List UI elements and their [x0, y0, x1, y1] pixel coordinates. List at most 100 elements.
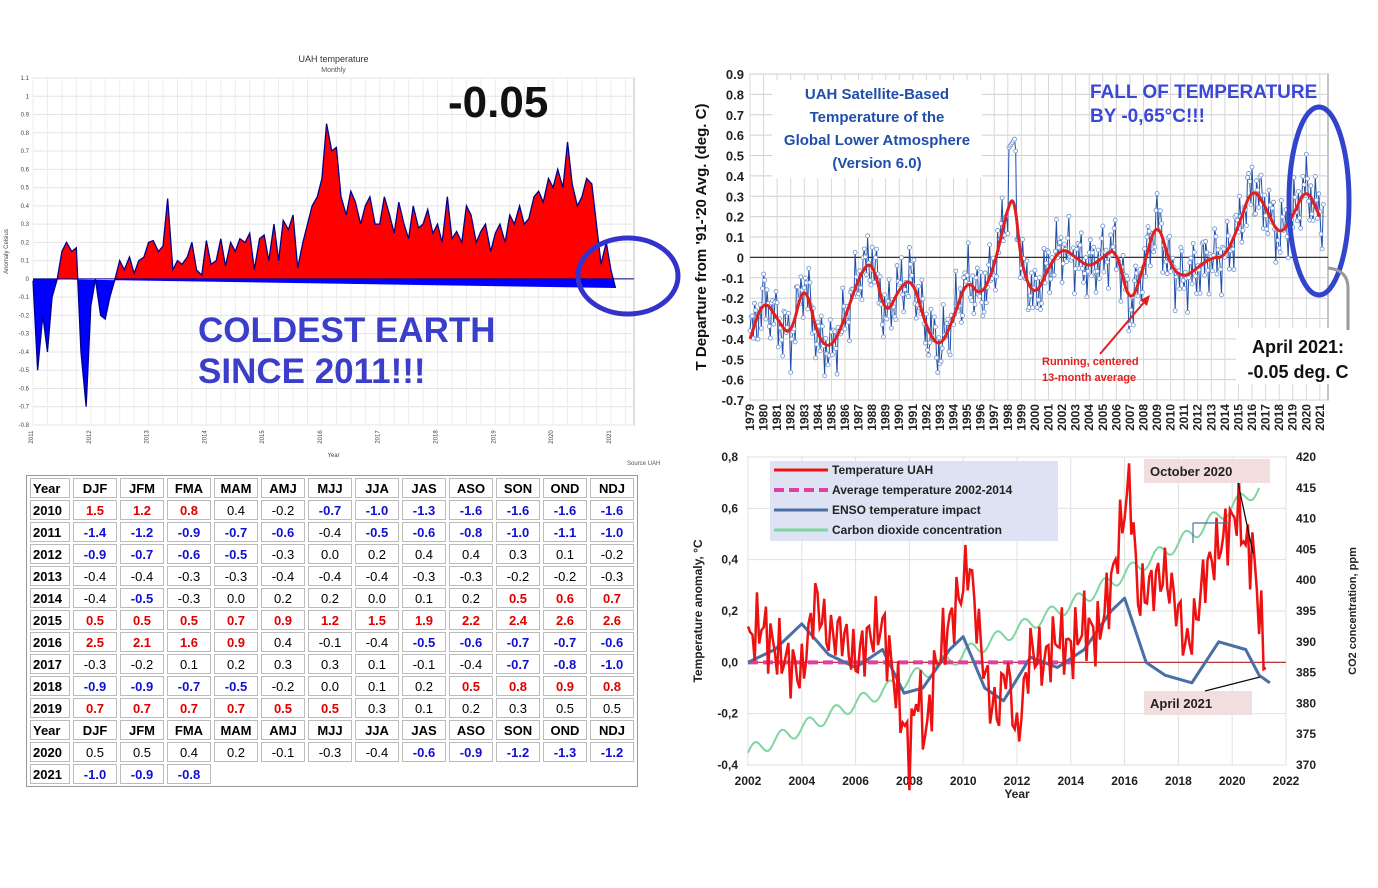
y-tick-label: 0.4 [726, 169, 745, 184]
table-cell: -0.3 [449, 566, 493, 586]
x-tick-label: 2022 [1273, 774, 1300, 788]
table-header-cell: MJJ [308, 478, 352, 498]
highlight-ellipse [1286, 104, 1352, 298]
table-cell: -0.7 [120, 544, 164, 564]
monthly-point [1177, 286, 1183, 292]
monthly-point [879, 322, 885, 327]
monthly-point [1305, 176, 1310, 182]
monthly-point [935, 370, 941, 375]
monthly-point [1254, 178, 1259, 184]
x-tick-label: 2017 [1259, 404, 1273, 431]
monthly-point [1052, 248, 1058, 254]
y-tick-label: -0.5 [19, 368, 30, 374]
x-tick-label: 2002 [735, 774, 762, 788]
monthly-point [873, 255, 878, 261]
x-tick-label: 1982 [784, 404, 798, 431]
table-cell: 0.8 [590, 676, 634, 696]
table-cell: -0.4 [120, 566, 164, 586]
legend-label: Temperature UAH [832, 463, 933, 477]
monthly-point [1046, 249, 1051, 255]
monthly-point [1285, 255, 1291, 261]
table-cell: 0.2 [214, 654, 258, 674]
x-tick-label: 2019 [1286, 404, 1300, 431]
monthly-point [1111, 225, 1117, 231]
monthly-point [859, 297, 865, 303]
april-bracket [1327, 266, 1350, 330]
monthly-point [1239, 239, 1245, 245]
table-cell: 0.4 [167, 742, 211, 762]
monthly-point [1170, 255, 1176, 261]
monthly-point [1043, 260, 1049, 266]
table-cell: 0.8 [167, 500, 211, 520]
monthly-point [983, 300, 989, 306]
monthly-point [786, 310, 791, 316]
monthly-point [1320, 201, 1326, 207]
y-tick-label: -0.4 [722, 332, 745, 347]
uah-satellite-chart: 0.9 0.8 0.7 0.6 0.5 0.4 0.3 0.2 0.1 0 -0.1 -0.2 -0.3… [693, 67, 1360, 431]
table-cell: 1.2 [308, 610, 352, 630]
monthly-point [1213, 234, 1219, 239]
monthly-point [1263, 213, 1268, 219]
monthly-point [934, 355, 939, 361]
monthly-point [1120, 253, 1126, 258]
monthly-point [1256, 205, 1262, 210]
monthly-point [1085, 268, 1091, 274]
x-tick-label: 2020 [549, 430, 555, 444]
monthly-point [1064, 259, 1069, 265]
table-cell: -0.2 [590, 544, 634, 564]
monthly-point [840, 285, 846, 291]
table-cell: 2.2 [449, 610, 493, 630]
monthly-point [963, 279, 969, 284]
monthly-point [1139, 289, 1145, 295]
x-tick-label: 1987 [852, 404, 866, 431]
monthly-point [947, 352, 953, 358]
monthly-point [764, 287, 770, 293]
table-cell: 0.2 [449, 698, 493, 718]
x-tick-label: 2014 [202, 430, 208, 444]
monthly-anomaly-line [749, 137, 1324, 376]
x-tick-label: 2003 [1069, 404, 1083, 431]
monthly-point [1013, 148, 1019, 154]
x-tick-label: 1995 [960, 404, 974, 431]
callout-april-box [1144, 691, 1252, 715]
x-tick-label: 2014 [1057, 774, 1084, 788]
monthly-point [931, 314, 937, 320]
monthly-point [1143, 273, 1149, 279]
x-axis-label: Year [1004, 787, 1030, 801]
monthly-point [753, 307, 759, 313]
table-cell: -0.8 [543, 654, 587, 674]
april-box [1236, 328, 1360, 384]
table-cell: 0.5 [167, 610, 211, 630]
monthly-point [847, 338, 852, 344]
table-year-cell: 2010 [30, 500, 70, 520]
headline-line-1: COLDEST EARTH [198, 311, 496, 350]
table-header-cell: Year [30, 478, 70, 498]
monthly-point [1262, 192, 1267, 198]
table-cell: 2.6 [543, 610, 587, 630]
monthly-point [1113, 267, 1119, 272]
title-line: Temperature of the [810, 109, 945, 126]
monthly-point [1172, 308, 1178, 314]
table-cell: -0.7 [308, 500, 352, 520]
monthly-point [1108, 232, 1114, 238]
table-header-cell: ASO [449, 720, 493, 740]
monthly-point [1318, 231, 1324, 237]
monthly-point [1147, 263, 1153, 269]
table-row: 2014 -0.4 -0.5 -0.3 0.0 0.2 0.2 0.0 0.1 0.2 0.5 0.6… [30, 588, 634, 608]
table-year-cell: 2013 [30, 566, 70, 586]
table-header-cell: OND [543, 478, 587, 498]
monthly-point [1034, 305, 1040, 310]
table-cell: -0.3 [261, 544, 305, 564]
table-cell: 0.5 [261, 698, 305, 718]
monthly-point [1181, 285, 1187, 291]
table-cell: 0.6 [543, 588, 587, 608]
positive-anomaly-area [33, 123, 614, 279]
monthly-point [971, 311, 977, 316]
table-row: 2010 1.5 1.2 0.8 0.4 -0.2 -0.7 -1.0 -1.3 -1.6 -1.6… [30, 500, 634, 520]
monthly-point [788, 369, 794, 375]
title-line: UAH Satellite-Based [805, 86, 949, 103]
monthly-point [1065, 235, 1071, 241]
table-cell: 0.3 [308, 654, 352, 674]
y-tick-label: 0,0 [721, 655, 738, 669]
monthly-point [1005, 231, 1011, 236]
